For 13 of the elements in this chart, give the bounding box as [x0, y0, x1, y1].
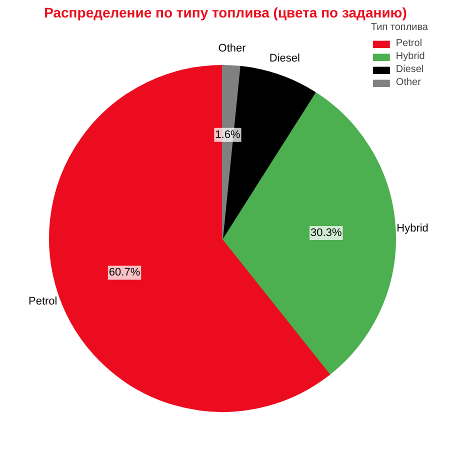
legend-title: Тип топлива	[370, 22, 428, 33]
legend-label: Hybrid	[396, 51, 425, 62]
legend-label: Petrol	[396, 38, 422, 49]
chart-title: Распределение по типу топлива (цвета по заданию)	[44, 4, 407, 20]
slice-label: Hybrid	[396, 222, 428, 234]
data-label: 30.3%	[310, 226, 342, 239]
slice-label: Other	[218, 42, 246, 54]
slice-label: Diesel	[269, 52, 300, 65]
data-label: 60.7%	[108, 266, 140, 279]
legend-label: Diesel	[396, 64, 424, 75]
slice-label: Petrol	[28, 295, 58, 308]
legend-label: Other	[396, 77, 421, 88]
data-label: 1.6%	[215, 128, 240, 141]
